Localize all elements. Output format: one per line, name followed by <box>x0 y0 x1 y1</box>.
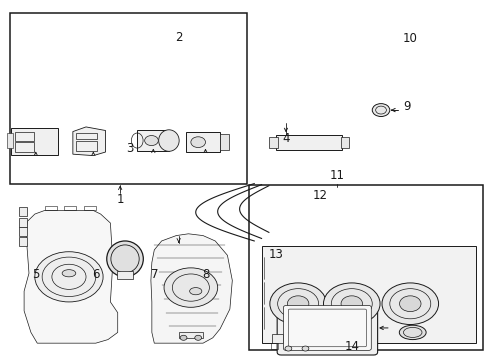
FancyBboxPatch shape <box>283 306 370 350</box>
Text: 1: 1 <box>116 193 123 206</box>
Polygon shape <box>24 211 118 343</box>
Text: 6: 6 <box>92 268 100 281</box>
Bar <box>64 206 76 211</box>
Circle shape <box>287 296 308 312</box>
Bar <box>178 332 203 338</box>
Bar <box>261 246 475 343</box>
Bar <box>19 226 27 235</box>
Circle shape <box>180 335 186 340</box>
Bar <box>271 334 282 343</box>
Bar <box>270 343 277 348</box>
Ellipse shape <box>158 130 179 151</box>
Text: 14: 14 <box>344 339 359 352</box>
Text: 10: 10 <box>402 32 417 45</box>
Text: 9: 9 <box>402 100 409 113</box>
Circle shape <box>381 283 438 324</box>
Text: 8: 8 <box>202 268 209 281</box>
Ellipse shape <box>286 325 313 339</box>
Bar <box>268 137 277 148</box>
Text: 5: 5 <box>32 268 40 281</box>
Circle shape <box>163 268 217 307</box>
Ellipse shape <box>340 325 367 339</box>
Bar <box>117 271 133 279</box>
Bar <box>44 206 57 211</box>
Text: 2: 2 <box>175 31 182 44</box>
Ellipse shape <box>106 241 143 277</box>
Bar <box>137 130 168 151</box>
Bar <box>220 134 228 150</box>
Bar <box>6 134 13 148</box>
Bar <box>19 218 27 226</box>
Bar <box>340 137 348 148</box>
Text: 11: 11 <box>329 169 344 182</box>
Bar <box>15 142 34 152</box>
Circle shape <box>190 137 205 148</box>
Circle shape <box>285 346 291 351</box>
Ellipse shape <box>399 325 425 339</box>
Circle shape <box>194 335 201 340</box>
Text: 4: 4 <box>282 132 289 145</box>
Bar <box>76 133 97 139</box>
Text: 3: 3 <box>126 142 133 156</box>
FancyBboxPatch shape <box>277 301 377 355</box>
Text: 13: 13 <box>268 248 283 261</box>
Circle shape <box>269 283 326 324</box>
Bar <box>76 140 97 150</box>
Text: 7: 7 <box>150 268 158 281</box>
Bar <box>249 185 483 350</box>
Bar <box>276 135 341 149</box>
Bar <box>10 13 246 184</box>
Circle shape <box>144 135 158 145</box>
Bar <box>83 206 96 211</box>
Circle shape <box>340 296 362 312</box>
Bar <box>185 132 220 152</box>
Ellipse shape <box>189 288 202 295</box>
Circle shape <box>399 296 420 312</box>
Circle shape <box>323 283 379 324</box>
Circle shape <box>35 252 103 302</box>
Polygon shape <box>73 127 105 156</box>
Bar <box>19 237 27 246</box>
Bar <box>11 128 58 155</box>
Bar <box>15 132 34 140</box>
Circle shape <box>371 104 389 117</box>
Circle shape <box>302 346 308 351</box>
Ellipse shape <box>62 270 76 277</box>
Polygon shape <box>151 234 232 343</box>
Text: 12: 12 <box>312 189 327 202</box>
Bar <box>19 207 27 216</box>
